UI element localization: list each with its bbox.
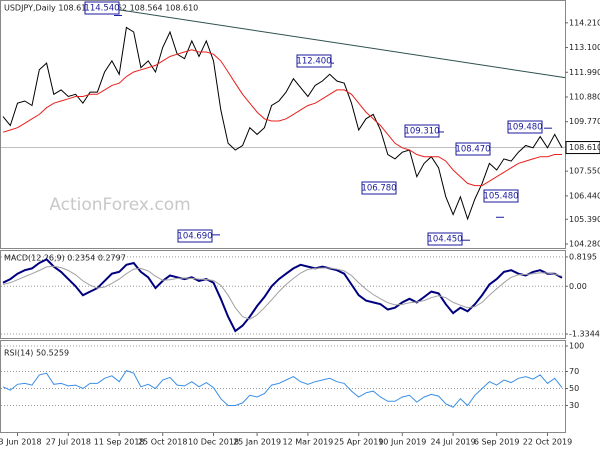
- y-tick-label: 30: [569, 401, 579, 410]
- current-price-box: [565, 141, 600, 155]
- annotation-box: [507, 120, 543, 134]
- macd-panel: [0, 250, 566, 339]
- annotation-label: 104.450: [427, 235, 462, 245]
- annotation-box: [361, 181, 397, 195]
- annotation-label: 106.780: [361, 184, 396, 194]
- x-tick-label: 25 Oct 2018: [138, 438, 187, 447]
- annotation-label: 112.400: [296, 57, 331, 67]
- series-line: [2, 369, 563, 408]
- y-tick-label: -1.3344: [569, 330, 600, 339]
- y-tick-label: 0.8195: [569, 252, 597, 261]
- y-tick-label: 104.280: [569, 239, 600, 248]
- y-tick-label: 0.00: [569, 282, 587, 291]
- annotation-label: 108.470: [455, 145, 490, 155]
- annotation-box: [404, 124, 440, 138]
- y-tick-label: 106.440: [569, 191, 600, 200]
- y-tick-label: 109.770: [569, 117, 600, 126]
- series-line: [2, 49, 562, 187]
- watermark: ActionForex.com: [49, 195, 190, 215]
- y-tick-label: 110.880: [569, 92, 600, 101]
- series-line: [2, 265, 563, 320]
- y-tick-label: 105.390: [569, 215, 600, 224]
- annotation-box: [483, 189, 519, 203]
- y-tick-label: 111.990: [569, 68, 600, 77]
- panel-title: MACD(12,26,9) 0.2354 0.2797: [4, 254, 126, 263]
- rsi-panel: [0, 340, 566, 433]
- y-tick-label: 107.550: [569, 167, 600, 176]
- series-line: [2, 26, 563, 221]
- x-tick-label: 27 Jul 2018: [46, 438, 91, 447]
- y-tick-label: 100: [569, 342, 584, 351]
- x-tick-label: 12 Mar 2019: [283, 438, 334, 447]
- y-tick-label: 50: [569, 384, 579, 393]
- y-tick-label: 113.100: [569, 43, 600, 52]
- x-tick-label: 10 Jun 2019: [378, 438, 426, 447]
- annotation-box: [427, 232, 463, 246]
- series-line: [2, 258, 563, 333]
- panel-title: RSI(14) 50.5259: [4, 349, 69, 358]
- x-tick-label: 6 Sep 2019: [474, 438, 520, 447]
- price-panel: [0, 0, 566, 249]
- annotation-box: [177, 229, 213, 243]
- y-tick-label: 114.210: [569, 18, 600, 27]
- x-tick-label: 25 Apr 2019: [334, 438, 383, 447]
- trend-line: [117, 9, 566, 79]
- x-tick-label: 25 Jan 2019: [233, 438, 281, 447]
- x-tick-label: 24 Jul 2019: [430, 438, 475, 447]
- x-tick-label: 10 Dec 2018: [188, 438, 239, 447]
- x-tick-label: 13 Jun 2018: [0, 438, 42, 447]
- x-tick-label: 11 Sep 2018: [94, 438, 145, 447]
- annotation-box: [84, 1, 120, 15]
- annotation-label: 105.480: [483, 192, 518, 202]
- x-tick-label: 22 Oct 2019: [523, 438, 572, 447]
- annotation-box: [296, 54, 332, 68]
- annotation-label: 104.690: [177, 232, 212, 242]
- annotation-label: 109.480: [507, 123, 542, 133]
- annotation-label: 114.540: [84, 4, 119, 14]
- annotation-label: 109.310: [404, 127, 439, 137]
- annotation-box: [455, 142, 491, 156]
- y-tick-label: 70: [569, 367, 579, 376]
- current-price-label: 108.610: [569, 143, 600, 152]
